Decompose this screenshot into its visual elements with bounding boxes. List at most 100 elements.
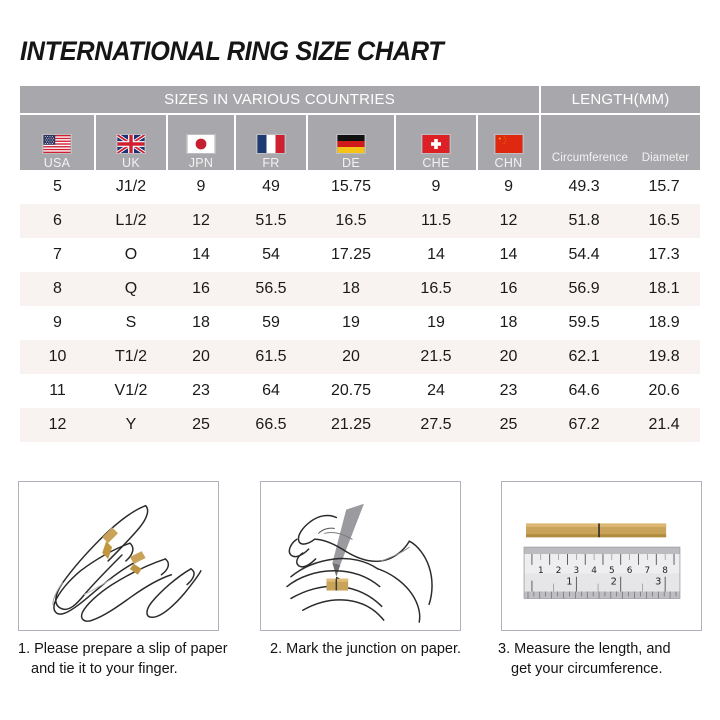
table-group-header-row: SIZES IN VARIOUS COUNTRIES LENGTH(MM) <box>20 86 701 114</box>
caption-step-2: 2. Mark the junction on paper. <box>260 640 490 700</box>
country-label-usa: USA <box>43 156 71 170</box>
flag-france-icon <box>256 134 286 154</box>
cell-uk: J1/2 <box>95 170 167 204</box>
cell-de: 17.25 <box>307 238 395 272</box>
group-header-length: LENGTH(MM) <box>540 86 701 114</box>
cell-usa: 6 <box>20 204 95 238</box>
cell-chn: 23 <box>477 374 541 408</box>
cell-diameter: 18.9 <box>628 306 701 340</box>
svg-text:2: 2 <box>556 566 562 576</box>
cell-jpn: 16 <box>167 272 235 306</box>
country-label-jpn: JPN <box>188 156 214 170</box>
cell-usa: 12 <box>20 408 95 442</box>
table-row: 6 L1/2 12 51.5 16.5 11.5 12 51.8 16.5 <box>20 204 701 238</box>
caption-step-3-line-1: 3. Measure the length, and <box>498 641 671 657</box>
cell-uk: O <box>95 238 167 272</box>
cell-uk: L1/2 <box>95 204 167 238</box>
step-1-illustration-panel <box>18 481 219 631</box>
caption-step-1-line-2: and tie it to your finger. <box>31 660 178 677</box>
column-label-diameter: Diameter <box>641 152 690 164</box>
cell-jpn: 25 <box>167 408 235 442</box>
cell-che: 24 <box>395 374 477 408</box>
table-row: 8 Q 16 56.5 18 16.5 16 56.9 18.1 <box>20 272 701 306</box>
column-header-chn: CHN <box>477 113 542 170</box>
ruler-cm-labels: 1 2 3 4 5 6 7 8 <box>538 566 668 576</box>
svg-text:2: 2 <box>611 577 617 588</box>
cell-usa: 8 <box>20 272 95 306</box>
cell-circumference: 59.5 <box>540 306 629 340</box>
cell-diameter: 20.6 <box>628 374 701 408</box>
page-title: INTERNATIONAL RING SIZE CHART <box>20 36 444 66</box>
cell-chn: 9 <box>477 170 541 204</box>
cell-uk: V1/2 <box>95 374 167 408</box>
cell-uk: S <box>95 306 167 340</box>
country-label-fr: FR <box>262 156 280 170</box>
cell-chn: 20 <box>477 340 541 374</box>
flag-usa-icon <box>42 134 72 154</box>
cell-jpn: 9 <box>167 170 235 204</box>
column-header-length-sub: Circumference Diameter <box>540 113 701 170</box>
country-label-de: DE <box>342 156 360 170</box>
column-header-usa: USA <box>20 113 96 170</box>
caption-step-1: 1. Please prepare a slip of paper and ti… <box>12 640 260 700</box>
cell-chn: 14 <box>477 238 541 272</box>
ruler-cm-ticks <box>531 554 675 565</box>
column-header-fr: FR <box>235 113 308 170</box>
cell-diameter: 15.7 <box>628 170 701 204</box>
caption-step-1-line-1: 1. Please prepare a slip of paper <box>18 641 228 657</box>
cell-jpn: 14 <box>167 238 235 272</box>
cell-usa: 11 <box>20 374 95 408</box>
cell-de: 15.75 <box>307 170 395 204</box>
cell-jpn: 20 <box>167 340 235 374</box>
cell-uk: T1/2 <box>95 340 167 374</box>
cell-che: 16.5 <box>395 272 477 306</box>
flag-japan-icon <box>186 134 216 154</box>
cell-fr: 59 <box>235 306 307 340</box>
column-header-de: DE <box>307 113 396 170</box>
cell-chn: 25 <box>477 408 541 442</box>
cell-che: 9 <box>395 170 477 204</box>
cell-fr: 56.5 <box>235 272 307 306</box>
cell-jpn: 23 <box>167 374 235 408</box>
cell-fr: 61.5 <box>235 340 307 374</box>
cell-usa: 9 <box>20 306 95 340</box>
column-header-jpn: JPN <box>167 113 236 170</box>
column-header-che: CHE <box>395 113 478 170</box>
country-label-chn: CHN <box>494 156 523 170</box>
cell-uk: Q <box>95 272 167 306</box>
flag-germany-icon <box>336 134 366 154</box>
step-2-illustration-panel <box>259 481 461 631</box>
ruler-inch-labels: 1 2 3 <box>566 577 661 588</box>
paper-strip-on-middle <box>129 551 146 575</box>
svg-text:3: 3 <box>574 566 580 576</box>
cell-circumference: 49.3 <box>540 170 629 204</box>
flag-switzerland-icon <box>421 134 451 154</box>
group-header-sizes: SIZES IN VARIOUS COUNTRIES <box>20 86 542 114</box>
cell-jpn: 18 <box>167 306 235 340</box>
table-row: 12 Y 25 66.5 21.25 27.5 25 67.2 21.4 <box>20 408 701 442</box>
paper-strip-marked <box>325 578 348 591</box>
cell-de: 20.75 <box>307 374 395 408</box>
cell-usa: 5 <box>20 170 95 204</box>
country-label-che: CHE <box>422 156 450 170</box>
cell-de: 21.25 <box>307 408 395 442</box>
ruler-inch-ticks <box>531 576 666 592</box>
cell-fr: 66.5 <box>235 408 307 442</box>
cell-diameter: 19.8 <box>628 340 701 374</box>
cell-che: 19 <box>395 306 477 340</box>
cell-diameter: 16.5 <box>628 204 701 238</box>
cell-fr: 64 <box>235 374 307 408</box>
cell-de: 18 <box>307 272 395 306</box>
paper-strip-on-index <box>102 527 119 559</box>
svg-text:3: 3 <box>655 577 661 588</box>
cell-usa: 7 <box>20 238 95 272</box>
table-row: 5 J1/2 9 49 15.75 9 9 49.3 15.7 <box>20 170 701 204</box>
cell-usa: 10 <box>20 340 95 374</box>
svg-text:6: 6 <box>627 566 633 576</box>
caption-step-3-line-2: get your circumference. <box>511 660 663 677</box>
cell-circumference: 67.2 <box>540 408 629 442</box>
svg-text:4: 4 <box>591 566 597 576</box>
